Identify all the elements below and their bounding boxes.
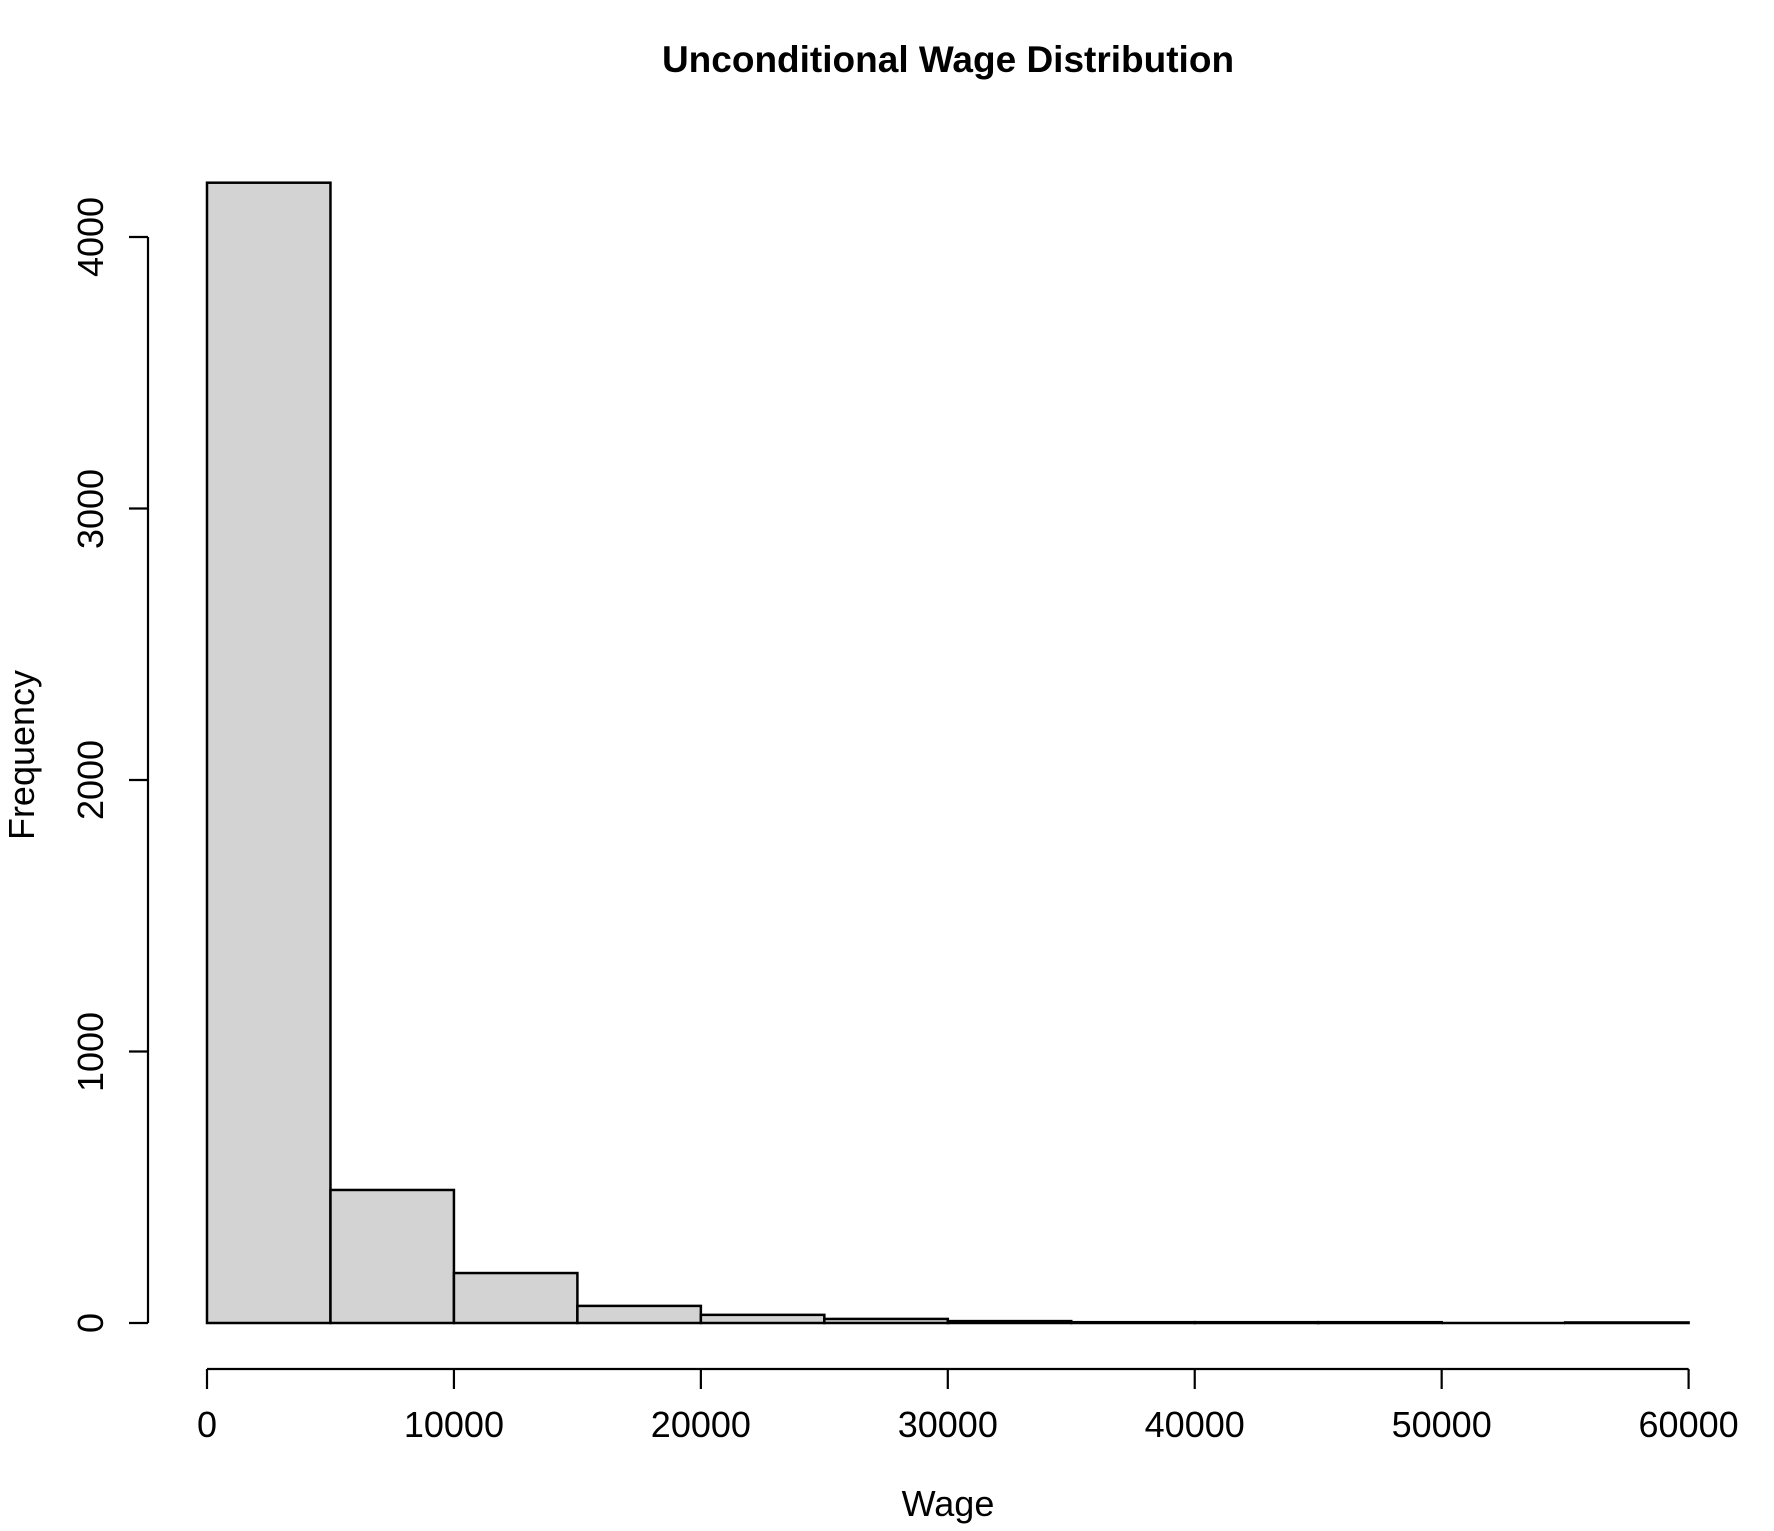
y-tick-label: 4000 bbox=[70, 196, 111, 278]
chart-title: Unconditional Wage Distribution bbox=[661, 39, 1235, 80]
x-tick-label: 50000 bbox=[1391, 1404, 1492, 1445]
histogram-bar bbox=[1316, 1320, 1443, 1325]
y-tick-label: 3000 bbox=[70, 468, 111, 549]
x-axis-label: Wage bbox=[901, 1483, 995, 1524]
y-tick-label: 0 bbox=[70, 1312, 111, 1334]
histogram-bar bbox=[205, 181, 332, 1325]
histogram-bar bbox=[1193, 1320, 1320, 1325]
histogram-bar bbox=[576, 1304, 703, 1325]
histogram-bar bbox=[946, 1319, 1073, 1325]
histogram-bar bbox=[823, 1317, 950, 1325]
histogram-bar bbox=[452, 1271, 579, 1325]
y-axis-label: Frequency bbox=[1, 669, 42, 841]
x-tick-label: 0 bbox=[196, 1404, 218, 1445]
y-tick-label: 2000 bbox=[70, 739, 111, 821]
x-tick-label: 40000 bbox=[1144, 1404, 1245, 1445]
x-tick-label: 20000 bbox=[650, 1404, 751, 1445]
x-tick-label: 10000 bbox=[403, 1404, 504, 1445]
y-tick-label: 1000 bbox=[70, 1011, 111, 1092]
x-tick-label: 60000 bbox=[1638, 1404, 1739, 1445]
histogram-bar bbox=[1563, 1321, 1690, 1325]
x-tick-label: 30000 bbox=[897, 1404, 998, 1445]
histogram-bar bbox=[1070, 1320, 1196, 1325]
histogram-bar bbox=[699, 1313, 826, 1325]
histogram-bar bbox=[329, 1188, 456, 1325]
